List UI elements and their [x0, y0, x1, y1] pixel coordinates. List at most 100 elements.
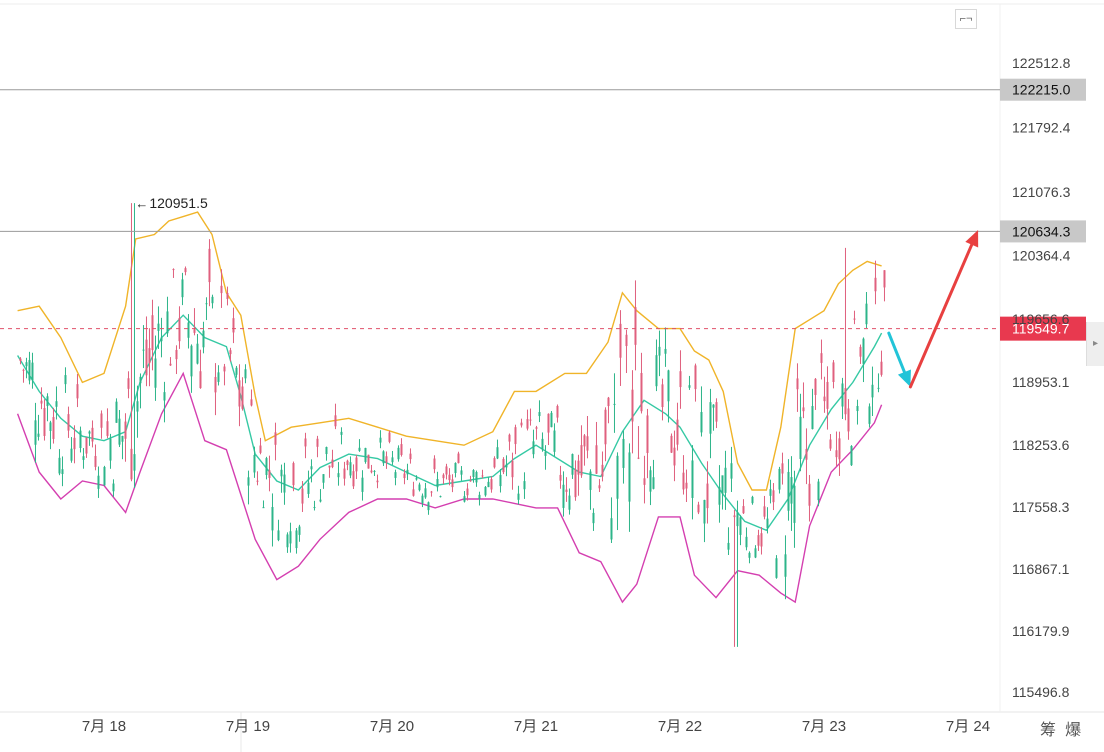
candle-body	[538, 412, 541, 417]
candle-body	[712, 404, 715, 408]
price-scale-handle[interactable]: ▸	[1086, 322, 1104, 366]
candle-body	[841, 383, 844, 407]
candle-body	[715, 402, 718, 422]
axis-labels: 122512.8 121792.4 121076.3 120364.4 119656.6…	[82, 55, 1071, 735]
candle-body	[550, 412, 553, 428]
candle-body	[478, 494, 481, 499]
candle-body	[850, 445, 853, 466]
candle-body	[220, 285, 223, 294]
candle-body	[820, 353, 823, 363]
candle-body	[91, 427, 94, 442]
candle-body	[508, 434, 511, 442]
y-tick-label: 116867.1	[1012, 561, 1070, 577]
candle-body	[298, 526, 301, 535]
candle-body	[49, 422, 52, 431]
candle-body	[295, 530, 298, 549]
candle-body	[145, 339, 148, 376]
candle-body	[709, 402, 712, 434]
candle-body	[211, 296, 214, 304]
candle-body	[880, 361, 883, 375]
candle-body	[679, 371, 682, 388]
candle-body	[52, 417, 55, 439]
candle-body	[319, 499, 322, 502]
footer-tools: 筹 爆	[1040, 716, 1083, 740]
y-tick-label: 118953.1	[1012, 374, 1070, 390]
candle-body	[502, 458, 505, 473]
candle-body	[754, 548, 757, 558]
candle-body	[64, 375, 67, 385]
candle-body	[418, 484, 421, 491]
candle-body	[190, 345, 193, 377]
candle-body	[706, 483, 709, 509]
candle-body	[463, 496, 466, 502]
projection-arrow-shaft	[887, 331, 906, 374]
candle-body	[238, 380, 241, 407]
candle-body	[559, 474, 562, 481]
candle-body	[835, 450, 838, 458]
candle-body	[586, 436, 589, 451]
candle-body	[574, 469, 577, 498]
candle-body	[304, 438, 307, 447]
candle-body	[88, 431, 91, 434]
candle-body	[829, 439, 832, 449]
candle-body	[79, 430, 82, 448]
candle-body	[70, 448, 73, 461]
high-annotation-label: 120951.5	[149, 195, 208, 211]
candle-body	[430, 491, 433, 493]
candle-body	[718, 487, 721, 505]
candle-body	[799, 416, 802, 459]
candle-body	[472, 470, 475, 477]
candle-body	[31, 362, 34, 381]
candle-body	[286, 534, 289, 548]
candle-body	[355, 457, 358, 472]
candle-body	[373, 470, 376, 472]
projection-arrow-shaft	[908, 243, 974, 389]
candle-body	[778, 468, 781, 490]
candle-body	[55, 401, 58, 407]
candle-body	[763, 506, 766, 517]
upper-band-line	[17, 211, 882, 491]
candle-body	[43, 407, 46, 436]
candle-body	[469, 480, 472, 482]
high-arrow-icon: ←	[135, 196, 148, 211]
y-tick-label: 117558.3	[1012, 499, 1070, 515]
liquidation-icon[interactable]: 爆	[1065, 720, 1084, 739]
candle-body	[688, 385, 691, 388]
candle-body	[301, 488, 304, 504]
candle-body	[268, 470, 271, 478]
candle-body	[520, 422, 523, 426]
candle-body	[700, 412, 703, 433]
candle-body	[283, 474, 286, 493]
candle-body	[607, 397, 610, 407]
candle-body	[205, 303, 208, 305]
candle-body	[427, 502, 430, 511]
candle-body	[694, 365, 697, 390]
candle-body	[640, 372, 643, 412]
candle-body	[376, 480, 379, 483]
candle-body	[838, 438, 841, 460]
y-tick-label: 120364.4	[1012, 248, 1071, 264]
candle-body	[253, 455, 256, 473]
lower-band-line	[16, 371, 883, 604]
candle-body	[649, 470, 652, 492]
candle-body	[541, 438, 544, 450]
candle-body	[76, 384, 79, 399]
candle-body	[442, 474, 445, 479]
candle-body	[628, 452, 631, 502]
projection-arrow-head	[897, 369, 911, 387]
candle-body	[817, 481, 820, 501]
candle-body	[397, 447, 400, 460]
candle-body	[775, 558, 778, 578]
candle-body	[160, 337, 163, 342]
candle-body	[127, 378, 130, 389]
candle-body	[364, 447, 367, 462]
candle-body	[616, 455, 619, 499]
candle-body	[322, 474, 325, 483]
candle-body	[769, 489, 772, 496]
chip-distribution-icon[interactable]: 筹	[1040, 720, 1059, 739]
candle-body	[592, 512, 595, 524]
fullscreen-icon[interactable]: ⌐¬	[955, 9, 977, 29]
grid-layer	[0, 3, 1104, 752]
candle-body	[109, 438, 112, 461]
